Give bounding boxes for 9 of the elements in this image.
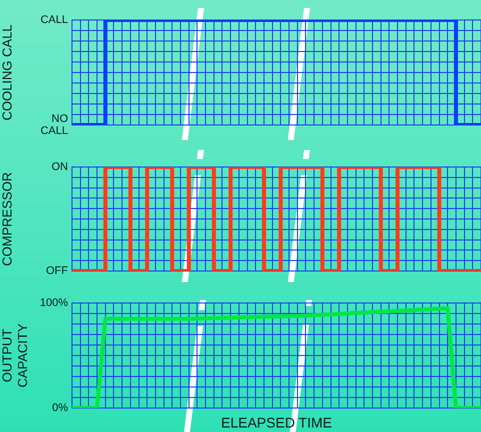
y-tick-label: 100% bbox=[40, 297, 68, 310]
text: OFF bbox=[46, 265, 68, 278]
y-axis-title: COMPRESSOR bbox=[0, 172, 14, 266]
text: NO CALL bbox=[40, 113, 68, 138]
y-tick-label: 0% bbox=[52, 402, 68, 414]
y-axis-title: OUTPUT CAPACITY bbox=[0, 323, 30, 388]
text: ON bbox=[52, 161, 68, 174]
text: CALL bbox=[40, 14, 68, 26]
y-axis-title: COOLING CALL bbox=[0, 24, 14, 121]
